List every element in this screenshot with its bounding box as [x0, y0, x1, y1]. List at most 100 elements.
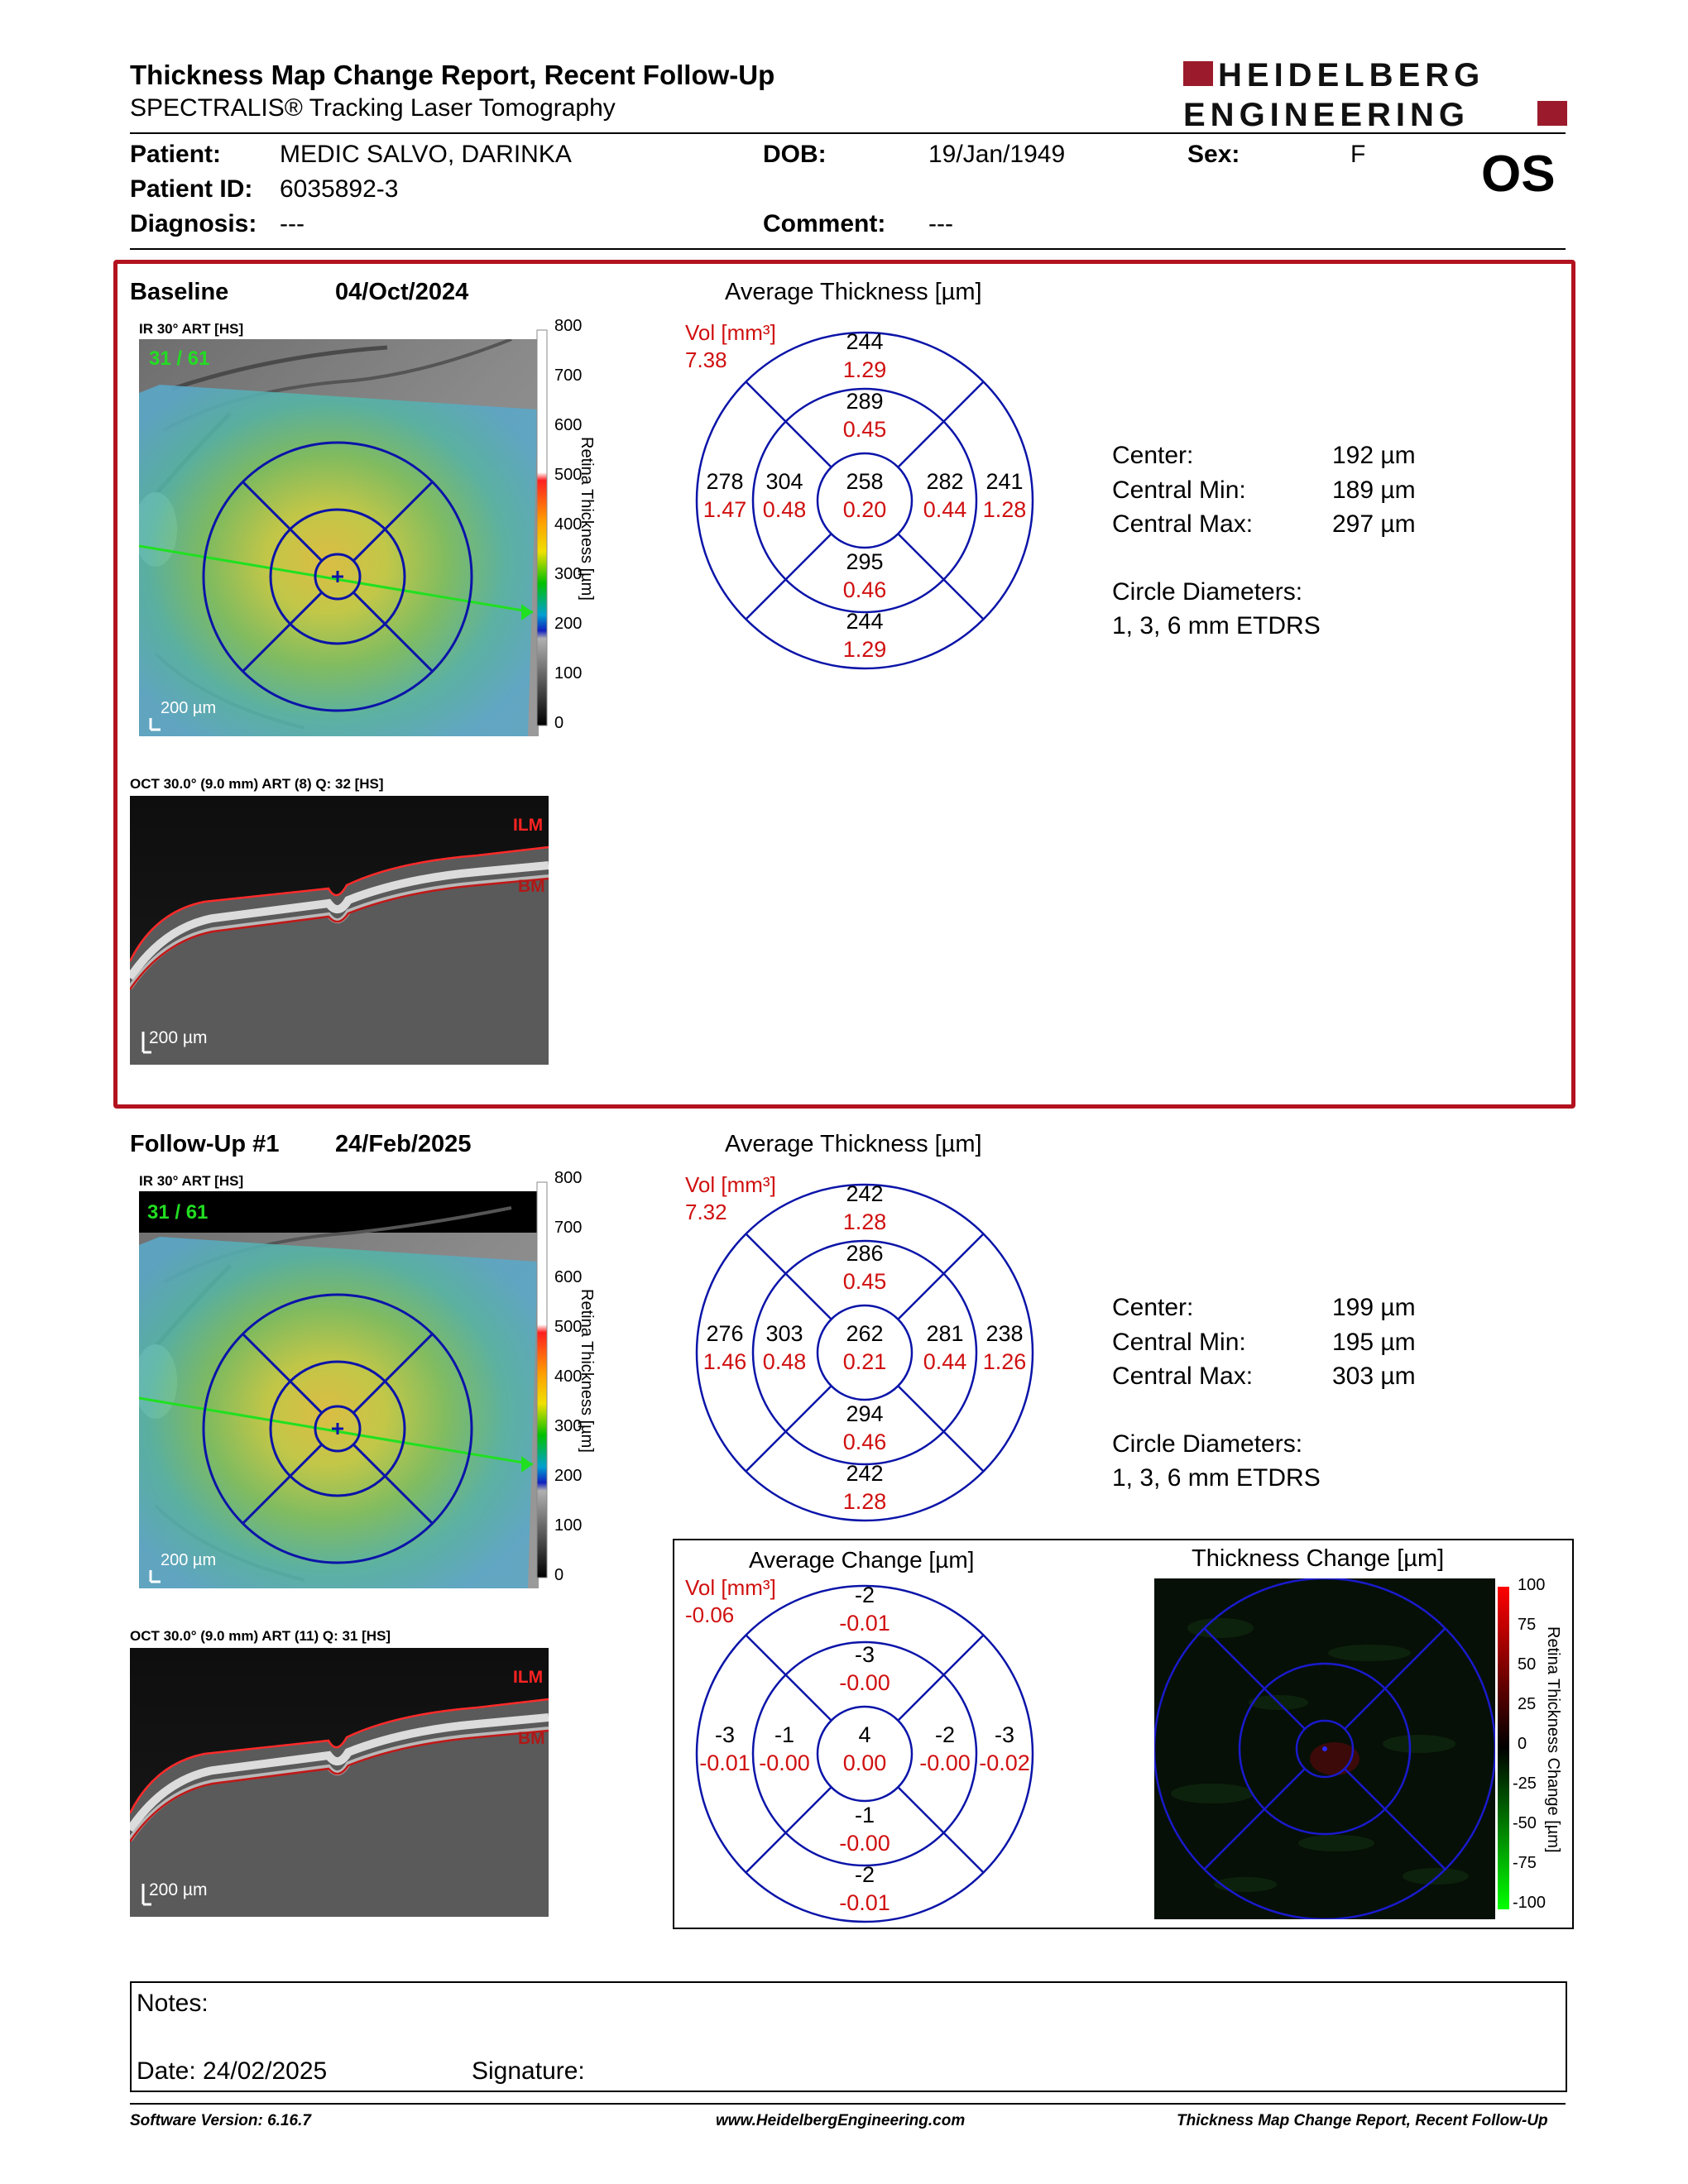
colorbar-tick: -75: [1513, 1854, 1537, 1872]
volume-value: 1.46: [703, 1349, 747, 1374]
patient-id-label: Patient ID:: [130, 175, 253, 203]
thickness-value: -2: [934, 1722, 955, 1747]
change-section: [673, 1539, 1574, 1929]
heidelberg-logo: HEIDELBERG ENGINEERING: [1183, 57, 1568, 133]
volume-value: 0.00: [842, 1751, 887, 1775]
etdrs-inferior-inner: 295 0.46: [815, 548, 914, 604]
thickness-value: 281: [926, 1321, 964, 1346]
followup-thickness-colorbar: [536, 1181, 548, 1578]
etdrs-superior-inner: 289 0.45: [815, 387, 914, 443]
baseline-circle-value: 1, 3, 6 mm ETDRS: [1112, 612, 1321, 639]
thickness-value: 294: [846, 1401, 884, 1426]
etdrs-superior-inner: 286 0.45: [815, 1239, 914, 1296]
notes-box: [130, 1981, 1567, 2092]
baseline-max-label: Central Max:: [1112, 510, 1254, 538]
notes-label: Notes:: [137, 1990, 209, 2017]
volume-value: -0.01: [839, 1611, 890, 1636]
followup-min-label: Central Min:: [1112, 1329, 1246, 1356]
colorbar-tick: 200: [554, 1467, 583, 1485]
thickness-value: 241: [985, 469, 1024, 494]
thickness-value: 242: [846, 1461, 884, 1486]
etdrs-superior-outer: 244 1.29: [815, 328, 914, 384]
baseline-vol-label: Vol [mm³]: [685, 320, 776, 345]
thickness-value: 238: [985, 1321, 1024, 1346]
etdrs-temporal-inner: 303 0.48: [755, 1320, 814, 1376]
etdrs-nasal-outer: 238 1.26: [975, 1320, 1034, 1376]
followup-circle-value: 1, 3, 6 mm ETDRS: [1112, 1464, 1321, 1492]
etdrs-nasal-outer: 241 1.28: [975, 467, 1034, 524]
colorbar-tick: 300: [554, 565, 583, 583]
etdrs-inferior-inner: 294 0.46: [815, 1400, 914, 1456]
volume-value: -0.01: [699, 1751, 750, 1775]
change-etdrs-grid: [695, 1584, 1034, 1923]
followup-colorbar-ticks: 800 700 600 500 400 300 200 100 0: [554, 1170, 596, 1583]
volume-value: 1.29: [842, 637, 887, 662]
baseline-etdrs-grid: [695, 331, 1034, 670]
etdrs-superior-outer: 242 1.28: [815, 1180, 914, 1236]
colorbar-tick: 0: [554, 1566, 564, 1584]
colorbar-tick: 700: [554, 1219, 583, 1237]
thickness-value: 276: [706, 1321, 744, 1346]
change-avg-title: Average Change [µm]: [749, 1547, 975, 1573]
volume-value: -0.01: [839, 1890, 890, 1915]
etdrs-inferior-inner: -1 -0.00: [815, 1801, 914, 1857]
etdrs-nasal-inner: 282 0.44: [915, 467, 975, 524]
followup-ir-scale: 200 µm: [161, 1551, 217, 1569]
thickness-value: 278: [706, 469, 744, 494]
volume-value: -0.00: [839, 1831, 890, 1856]
baseline-avg-title: Average Thickness [µm]: [725, 279, 982, 305]
volume-value: 0.45: [842, 1269, 887, 1294]
footer-website: www.HeidelbergEngineering.com: [716, 2112, 966, 2129]
baseline-min-value: 189 µm: [1332, 477, 1416, 504]
volume-value: 1.29: [842, 357, 887, 382]
etdrs-center: 262 0.21: [815, 1320, 914, 1376]
volume-value: -0.00: [919, 1751, 971, 1775]
etdrs-superior-inner: -3 -0.00: [815, 1640, 914, 1697]
baseline-ir-image: [134, 338, 539, 736]
volume-value: 0.20: [842, 497, 887, 522]
etdrs-temporal-outer: -3 -0.01: [695, 1721, 755, 1777]
colorbar-tick: 50: [1518, 1655, 1537, 1674]
baseline-max-value: 297 µm: [1332, 510, 1416, 538]
volume-value: 0.46: [842, 1430, 887, 1454]
baseline-ilm-label: ILM: [513, 816, 544, 835]
baseline-thickness-colorbar: [536, 329, 548, 726]
thickness-value: -2: [854, 1583, 875, 1607]
followup-ilm-label: ILM: [513, 1668, 544, 1687]
thickness-value: -3: [994, 1722, 1014, 1747]
colorbar-tick: 100: [554, 664, 583, 682]
svg-text:HEIDELBERG: HEIDELBERG: [1218, 58, 1484, 93]
volume-value: 1.28: [982, 497, 1027, 522]
colorbar-tick: 800: [554, 317, 583, 335]
etdrs-center: 4 0.00: [815, 1721, 914, 1777]
followup-bm-label: BM: [518, 1729, 545, 1748]
volume-value: 0.45: [842, 417, 887, 442]
baseline-min-label: Central Min:: [1112, 477, 1246, 504]
comment-value: ---: [928, 210, 953, 237]
etdrs-inferior-outer: 244 1.29: [815, 607, 914, 663]
followup-max-label: Central Max:: [1112, 1363, 1254, 1390]
colorbar-tick: 700: [554, 366, 583, 385]
colorbar-tick: 0: [1518, 1735, 1527, 1753]
followup-oct-label: OCT 30.0° (9.0 mm) ART (11) Q: 31 [HS]: [130, 1628, 391, 1644]
followup-date: 24/Feb/2025: [335, 1131, 472, 1157]
thickness-value: -3: [854, 1642, 875, 1667]
comment-label: Comment:: [763, 210, 886, 237]
thickness-value: 304: [765, 469, 803, 494]
etdrs-nasal-inner: -2 -0.00: [915, 1721, 975, 1777]
colorbar-tick: 75: [1518, 1616, 1537, 1634]
volume-value: -0.00: [759, 1751, 810, 1775]
volume-value: 0.46: [842, 577, 887, 602]
baseline-oct-bscan: [126, 796, 549, 1065]
colorbar-tick: 25: [1518, 1695, 1537, 1713]
sex-label: Sex:: [1187, 141, 1240, 168]
baseline-bm-label: BM: [518, 877, 545, 896]
colorbar-tick: 600: [554, 1268, 583, 1286]
etdrs-inferior-outer: 242 1.28: [815, 1459, 914, 1516]
report-subtitle: SPECTRALIS® Tracking Laser Tomography: [130, 94, 616, 122]
followup-vol-label: Vol [mm³]: [685, 1172, 776, 1197]
colorbar-tick: 400: [554, 1367, 583, 1386]
baseline-center-label: Center:: [1112, 442, 1194, 469]
thickness-value: 286: [846, 1241, 884, 1266]
thickness-value: 303: [765, 1321, 803, 1346]
